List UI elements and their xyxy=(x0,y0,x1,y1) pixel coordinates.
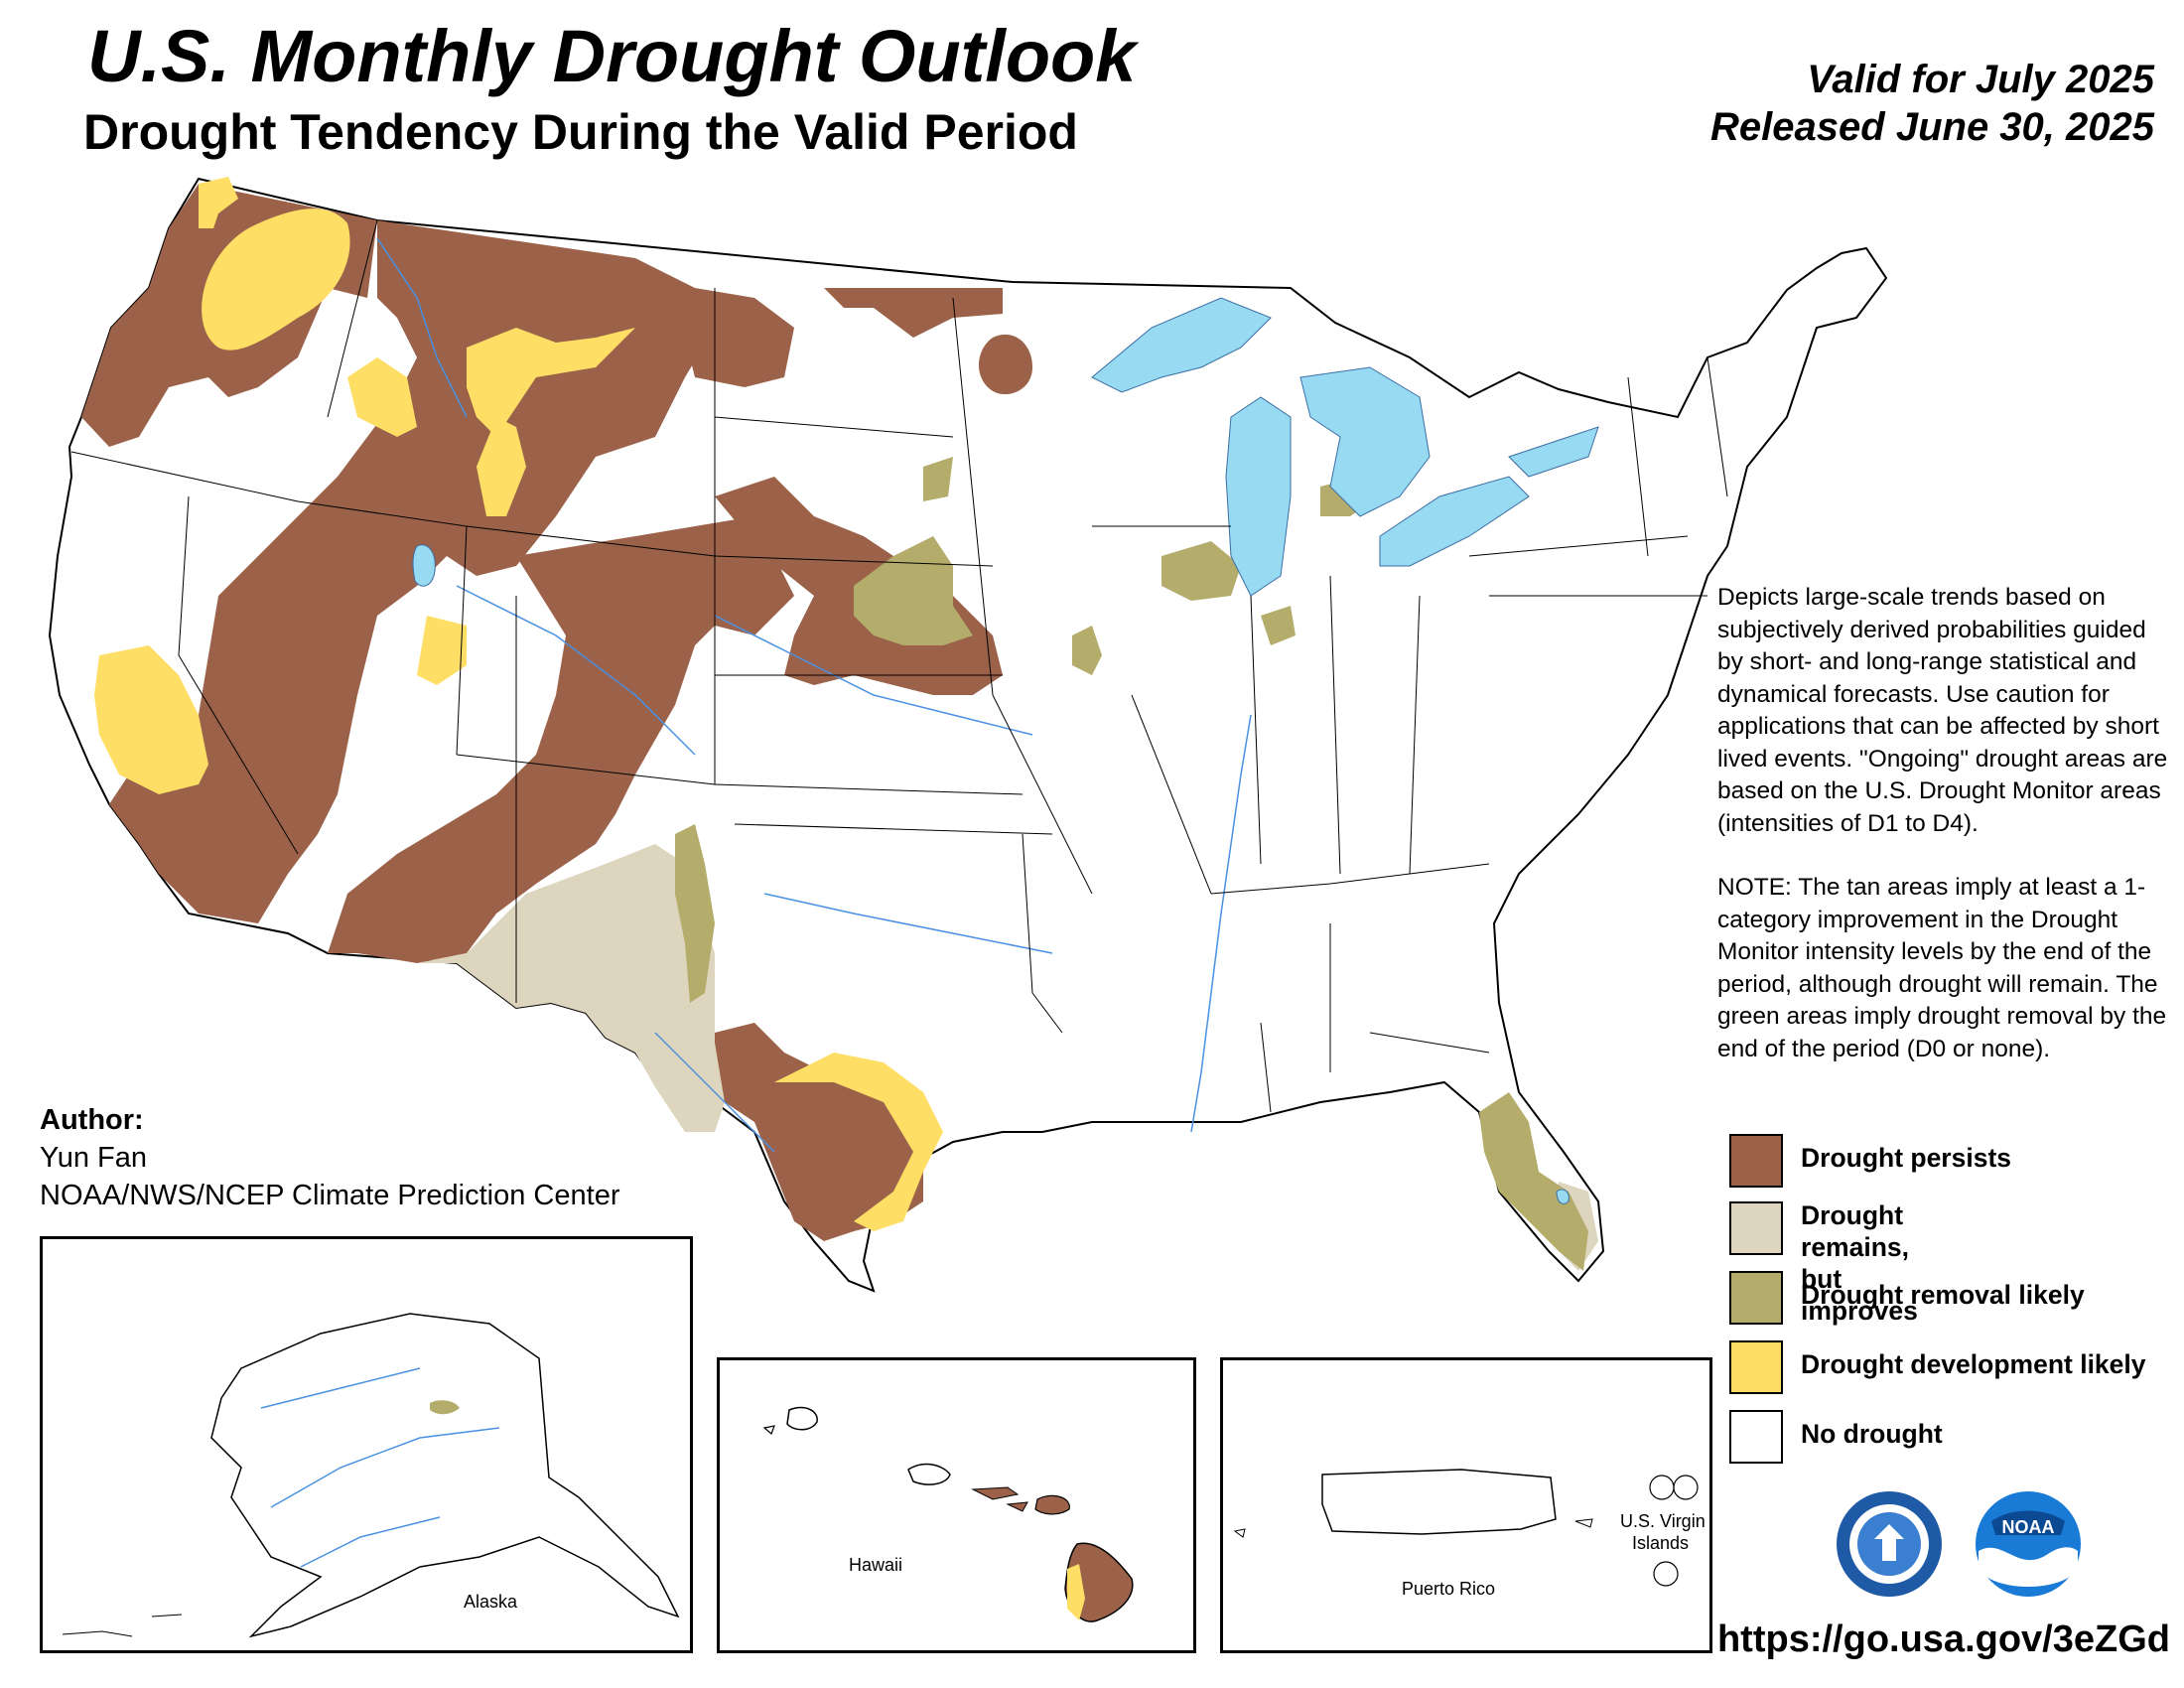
hawaii-inset: Hawaii xyxy=(717,1357,1196,1653)
map-title: U.S. Monthly Drought Outlook xyxy=(87,15,1137,97)
svg-text:NOAA: NOAA xyxy=(2002,1517,2055,1537)
author-heading: Author: xyxy=(40,1104,144,1136)
author-organization: NOAA/NWS/NCEP Climate Prediction Center xyxy=(40,1180,620,1211)
valid-period: Valid for July 2025 xyxy=(1807,58,2154,101)
author-name: Yun Fan xyxy=(40,1142,148,1174)
puerto-rico-map xyxy=(1233,1469,1699,1587)
description-paragraph-1: Depicts large-scale trends based on subj… xyxy=(1717,584,2168,837)
legend-label-persists: Drought persists xyxy=(1801,1143,2012,1173)
legend-swatch-improves xyxy=(1729,1201,1783,1255)
release-date: Released June 30, 2025 xyxy=(1710,105,2154,149)
rivers xyxy=(376,237,1252,1153)
legend-label-removal: Drought removal likely xyxy=(1801,1280,2085,1310)
drought-removal-areas xyxy=(427,457,1588,1417)
great-lakes xyxy=(412,297,1599,1204)
map-subtitle: Drought Tendency During the Valid Period xyxy=(83,104,1078,160)
state-boundaries xyxy=(70,219,1728,1113)
puerto-rico-label: Puerto Rico xyxy=(1402,1579,1496,1599)
legend-label-improves: Drought remains, but improves xyxy=(1801,1200,1918,1326)
info-url[interactable]: https://go.usa.gov/3eZGd xyxy=(1716,1618,2170,1660)
noaa-logo-icon: NOAA xyxy=(1976,1491,2081,1597)
legend-swatch-no-drought xyxy=(1729,1410,1783,1464)
hawaii-map xyxy=(762,1406,1134,1622)
alaska-inset: Alaska xyxy=(40,1236,693,1653)
hawaii-label: Hawaii xyxy=(849,1555,903,1575)
alaska-map xyxy=(62,1313,680,1638)
legend-label-development: Drought development likely xyxy=(1801,1349,2146,1379)
usvi-label-line2: Islands xyxy=(1632,1533,1690,1553)
legend-swatch-development xyxy=(1729,1340,1783,1394)
department-of-commerce-seal-icon xyxy=(1837,1491,1942,1597)
legend-swatch-removal xyxy=(1729,1271,1783,1325)
usvi-label-line1: U.S. Virgin xyxy=(1620,1511,1706,1531)
puerto-rico-inset: Puerto Rico U.S. Virgin Islands xyxy=(1220,1357,1712,1653)
description-paragraph-2: NOTE: The tan areas imply at least a 1-c… xyxy=(1717,874,2167,1062)
legend-swatch-persists xyxy=(1729,1134,1783,1188)
description-text: Depicts large-scale trends based on subj… xyxy=(1717,582,2174,1097)
legend-label-no-drought: No drought xyxy=(1801,1419,1943,1449)
alaska-label: Alaska xyxy=(464,1592,518,1612)
